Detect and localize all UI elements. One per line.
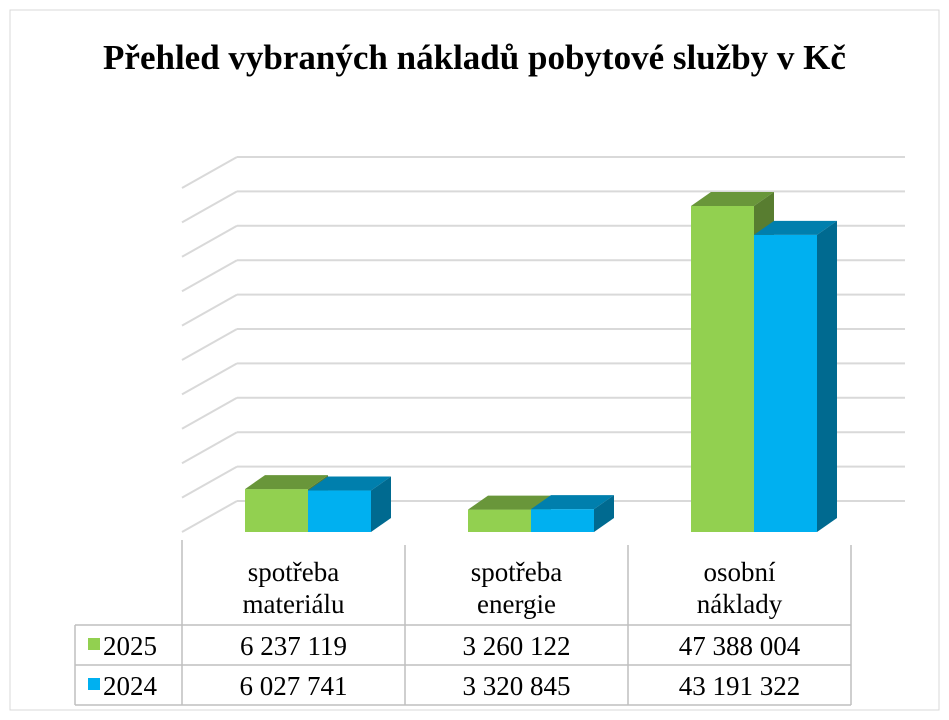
table-value: 6 237 119 xyxy=(240,631,347,661)
grid-line xyxy=(181,396,238,430)
bar-top xyxy=(468,495,551,510)
category-label: spotřeba materiálu xyxy=(242,557,345,619)
bar xyxy=(754,234,817,533)
bar-top xyxy=(245,475,328,490)
bar-top xyxy=(754,220,837,235)
grid-line xyxy=(181,362,238,396)
grid-line xyxy=(181,190,238,224)
legend-label: 2025 xyxy=(103,631,157,661)
bar-side xyxy=(594,495,614,532)
chart-title: Přehled vybraných nákladů pobytové služb… xyxy=(103,38,846,77)
bar-side xyxy=(817,220,837,533)
bar xyxy=(245,489,308,532)
category-label: spotřeba energie xyxy=(470,557,563,619)
grid-line xyxy=(181,500,238,533)
table-value: 47 388 004 xyxy=(678,631,801,661)
legend-key xyxy=(88,638,100,650)
grid-line xyxy=(181,293,238,327)
bar xyxy=(308,490,371,532)
table-value: 3 320 845 xyxy=(462,671,571,701)
bar-top xyxy=(531,495,614,510)
bar xyxy=(531,509,594,532)
grid-line xyxy=(181,328,238,361)
table-value: 3 260 122 xyxy=(462,631,571,661)
legend-label: 2024 xyxy=(103,671,157,701)
bar-side xyxy=(371,476,391,532)
legend-key xyxy=(88,678,100,690)
table-value: 43 191 322 xyxy=(678,671,801,701)
bar xyxy=(468,509,531,532)
grid-line xyxy=(181,224,238,258)
grid-line xyxy=(181,465,238,499)
grid-line xyxy=(181,156,238,189)
category-label: osobní náklady xyxy=(696,557,783,619)
grid-line xyxy=(181,259,238,293)
table-value: 6 027 741 xyxy=(239,671,348,701)
bar-top xyxy=(691,191,774,206)
grid-line xyxy=(181,431,238,465)
bar-top xyxy=(308,476,391,491)
bar xyxy=(691,205,754,533)
